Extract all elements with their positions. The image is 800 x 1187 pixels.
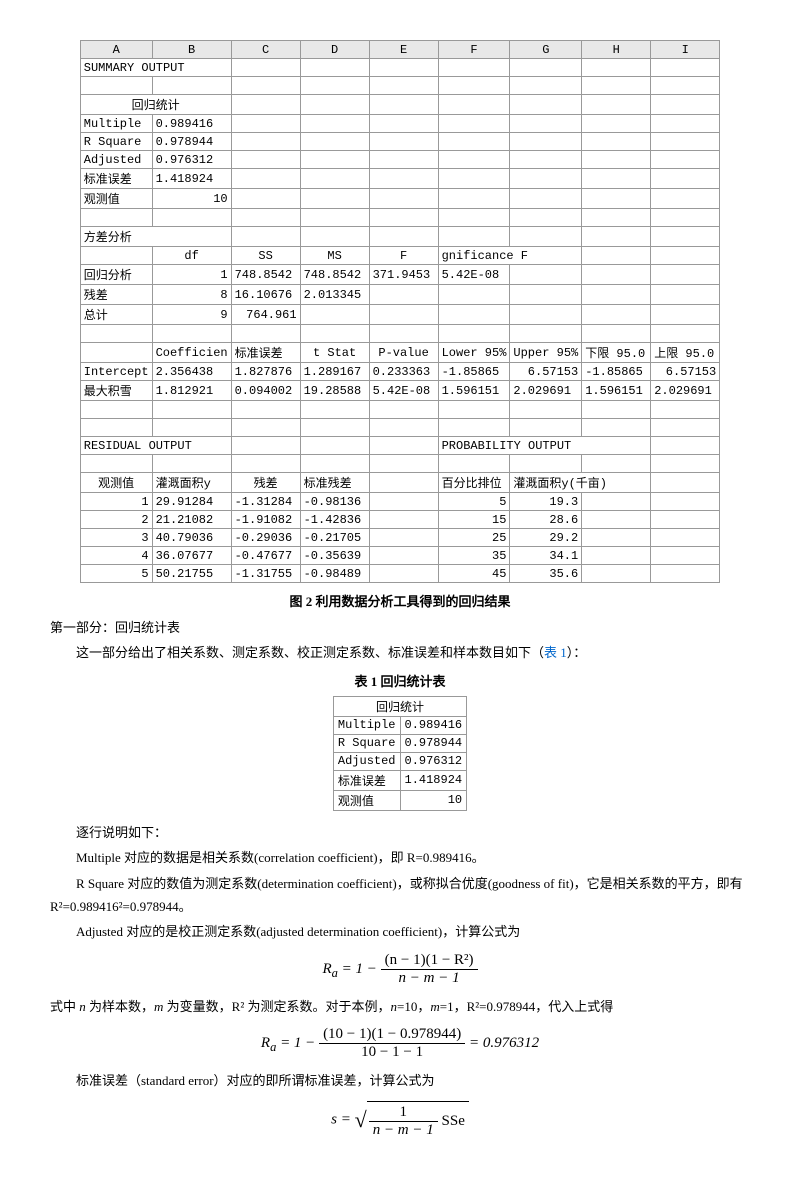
regstat-header: 回归统计 bbox=[80, 95, 231, 115]
part1-intro: 这一部分给出了相关系数、测定系数、校正测定系数、标准误差和样本数目如下（表 1）… bbox=[50, 641, 750, 664]
col-E: E bbox=[369, 41, 438, 59]
col-B: B bbox=[152, 41, 231, 59]
col-F: F bbox=[438, 41, 510, 59]
col-header-row: A B C D E F G H I bbox=[80, 41, 719, 59]
figure2-caption: 图 2 利用数据分析工具得到的回归结果 bbox=[50, 591, 750, 610]
notes-line5: 式中 n 为样本数，m 为变量数，R² 为测定系数。对于本例，n=10，m=1，… bbox=[50, 995, 750, 1018]
col-A: A bbox=[80, 41, 152, 59]
summary-output: SUMMARY OUTPUT bbox=[80, 59, 231, 77]
residual-output: RESIDUAL OUTPUT bbox=[80, 437, 231, 455]
notes-line4: Adjusted 对应的是校正测定系数(adjusted determinati… bbox=[50, 920, 750, 943]
col-D: D bbox=[300, 41, 369, 59]
probability-output: PROBABILITY OUTPUT bbox=[438, 437, 651, 455]
col-I: I bbox=[651, 41, 720, 59]
col-G: G bbox=[510, 41, 582, 59]
table1-caption: 表 1 回归统计表 bbox=[50, 671, 750, 690]
formula-ra-numeric: Ra = 1 − (10 − 1)(1 − 0.978944)10 − 1 − … bbox=[50, 1026, 750, 1061]
part1-title: 第一部分：回归统计表 bbox=[50, 616, 750, 639]
formula-ra: Ra = 1 − (n − 1)(1 − R²)n − m − 1 bbox=[50, 952, 750, 987]
notes-line6: 标准误差（standard error）对应的即所谓标准误差，计算公式为 bbox=[50, 1069, 750, 1092]
figure2-spreadsheet: A B C D E F G H I SUMMARY OUTPUT 回归统计 Mu… bbox=[80, 40, 720, 583]
anova-header: 方差分析 bbox=[80, 227, 231, 247]
notes-line3: R Square 对应的数值为测定系数(determination coeffi… bbox=[50, 872, 750, 919]
notes-line2: Multiple 对应的数据是相关系数(correlation coeffici… bbox=[50, 846, 750, 869]
notes-line1: 逐行说明如下： bbox=[50, 821, 750, 844]
table1-header: 回归统计 bbox=[333, 696, 466, 716]
col-H: H bbox=[582, 41, 651, 59]
table1-link[interactable]: 表 1 bbox=[544, 645, 567, 660]
col-C: C bbox=[231, 41, 300, 59]
formula-s: s = √1n − m − 1 SSe bbox=[50, 1101, 750, 1139]
table1: 回归统计 Multiple0.989416 R Square0.978944 A… bbox=[333, 696, 467, 811]
